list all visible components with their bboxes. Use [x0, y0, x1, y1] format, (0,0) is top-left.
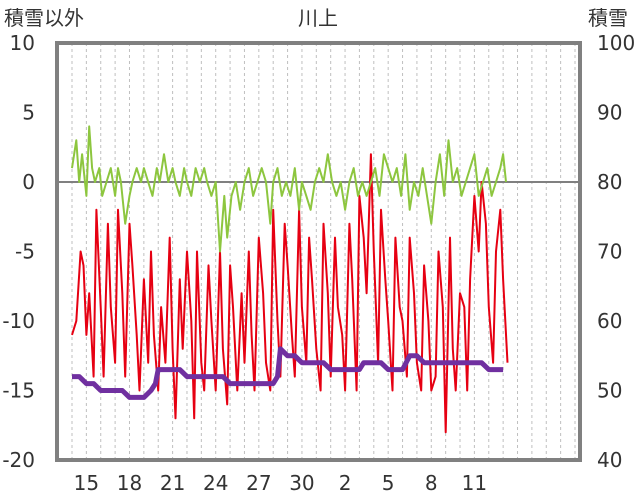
y-tick-label: -10 [2, 309, 35, 333]
y2-tick-label: 80 [597, 170, 622, 194]
x-tick-label: 24 [203, 471, 228, 495]
y2-tick-label: 40 [597, 448, 622, 472]
y-tick-label: -20 [2, 448, 35, 472]
x-tick-label: 27 [246, 471, 271, 495]
y2-tick-label: 70 [597, 240, 622, 264]
y-tick-label: -5 [15, 240, 35, 264]
y2-tick-label: 50 [597, 379, 622, 403]
series-line-3 [72, 346, 504, 400]
y-tick-label: 0 [22, 170, 35, 194]
y2-tick-label: 60 [597, 309, 622, 333]
y-tick-label: 10 [10, 31, 35, 55]
x-tick-label: 5 [382, 471, 395, 495]
y-tick-label: -15 [2, 379, 35, 403]
y-tick-label: 5 [22, 101, 35, 125]
x-tick-label: 15 [74, 471, 99, 495]
right-axis-label: 積雪 [588, 6, 628, 30]
x-tick-label: 8 [425, 471, 438, 495]
x-tick-label: 11 [462, 471, 487, 495]
left-axis-label: 積雪以外 [4, 6, 84, 30]
chart-title: 川上 [298, 6, 338, 30]
x-tick-label: 2 [339, 471, 352, 495]
series-line-2 [71, 125, 507, 253]
series-line-1 [71, 153, 509, 434]
grid [57, 43, 580, 460]
x-tick-label: 21 [160, 471, 185, 495]
y2-tick-label: 90 [597, 101, 622, 125]
x-tick-label: 18 [117, 471, 142, 495]
y2-tick-label: 100 [597, 31, 635, 55]
plot-frame [55, 41, 582, 462]
x-tick-label: 30 [289, 471, 314, 495]
series-group [71, 125, 509, 434]
